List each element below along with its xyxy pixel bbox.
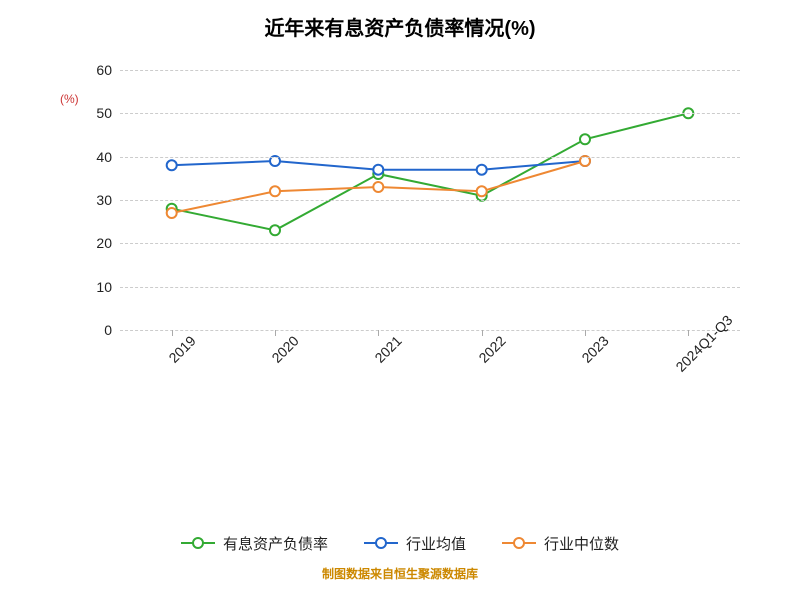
x-tick-mark xyxy=(585,330,586,336)
grid-line xyxy=(120,113,740,114)
legend-item: 有息资产负债率 xyxy=(181,533,328,554)
x-tick-mark xyxy=(172,330,173,336)
legend-swatch xyxy=(181,536,215,550)
series-marker xyxy=(167,160,177,170)
series-marker xyxy=(477,186,487,196)
legend-label: 有息资产负债率 xyxy=(223,533,328,554)
y-tick-label: 10 xyxy=(96,279,112,295)
legend-swatch xyxy=(364,536,398,550)
legend-marker-icon xyxy=(192,537,204,549)
series-marker xyxy=(270,225,280,235)
plot-area: 0102030405060201920202021202220232024Q1-… xyxy=(120,70,740,330)
series-marker xyxy=(270,186,280,196)
y-tick-label: 0 xyxy=(104,322,112,338)
legend-marker-icon xyxy=(513,537,525,549)
legend-marker-icon xyxy=(375,537,387,549)
y-tick-label: 60 xyxy=(96,62,112,78)
series-marker xyxy=(373,182,383,192)
legend-swatch xyxy=(502,536,536,550)
x-tick-mark xyxy=(482,330,483,336)
x-tick-label: 2022 xyxy=(475,333,508,366)
series-marker xyxy=(373,165,383,175)
x-tick-mark xyxy=(688,330,689,336)
y-tick-label: 50 xyxy=(96,105,112,121)
series-line xyxy=(172,113,689,230)
x-tick-label: 2019 xyxy=(165,333,198,366)
series-marker xyxy=(580,134,590,144)
grid-line xyxy=(120,70,740,71)
x-tick-mark xyxy=(275,330,276,336)
y-axis-label: (%) xyxy=(60,92,79,106)
chart-title: 近年来有息资产负债率情况(%) xyxy=(0,0,800,41)
x-tick-mark xyxy=(378,330,379,336)
series-marker xyxy=(167,208,177,218)
legend-item: 行业中位数 xyxy=(502,533,619,554)
grid-line xyxy=(120,243,740,244)
legend-item: 行业均值 xyxy=(364,533,466,554)
x-tick-label: 2021 xyxy=(372,333,405,366)
legend-label: 行业中位数 xyxy=(544,533,619,554)
x-tick-label: 2023 xyxy=(578,333,611,366)
x-tick-label: 2020 xyxy=(268,333,301,366)
series-marker xyxy=(477,165,487,175)
grid-line xyxy=(120,200,740,201)
chart-area: (%) 010203040506020192020202120222023202… xyxy=(60,50,760,400)
chart-footer: 制图数据来自恒生聚源数据库 xyxy=(0,565,800,582)
grid-line xyxy=(120,157,740,158)
legend: 有息资产负债率 行业均值 行业中位数 xyxy=(0,533,800,556)
y-tick-label: 40 xyxy=(96,149,112,165)
y-tick-label: 20 xyxy=(96,235,112,251)
grid-line xyxy=(120,287,740,288)
grid-line xyxy=(120,330,740,331)
y-tick-label: 30 xyxy=(96,192,112,208)
legend-label: 行业均值 xyxy=(406,533,466,554)
